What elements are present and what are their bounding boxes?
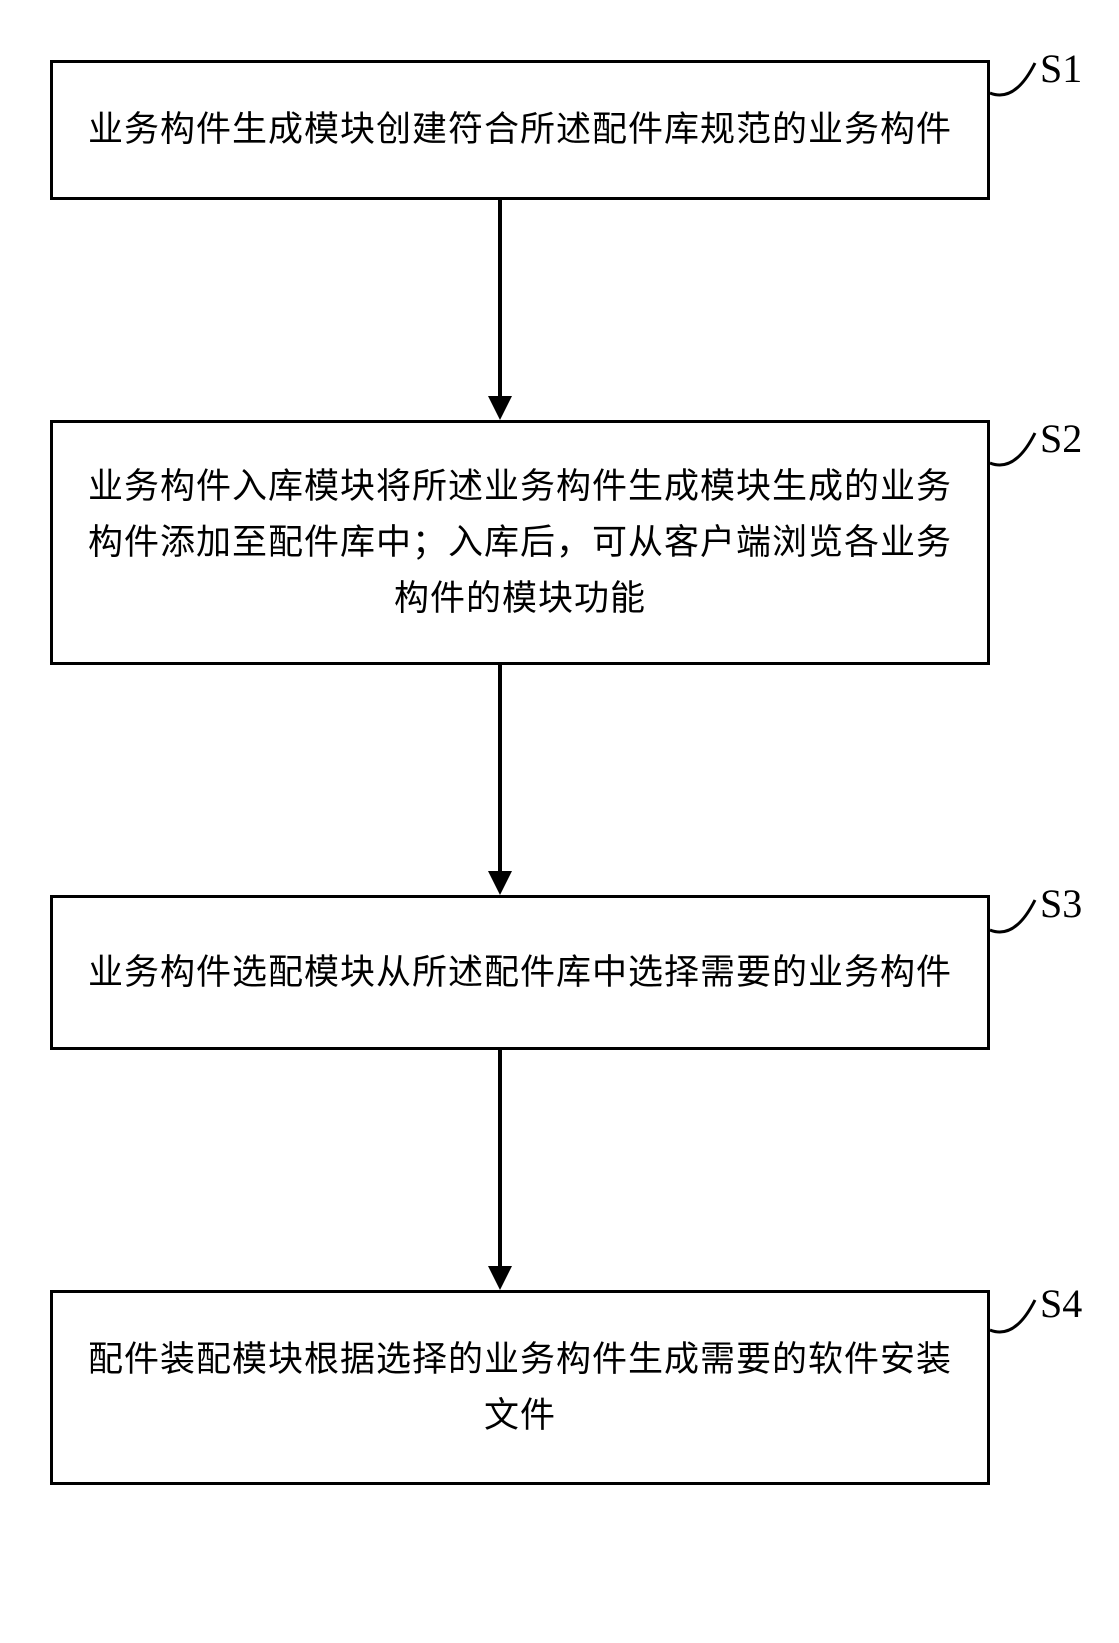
arrow-line [498, 1050, 502, 1266]
box-s2-text: 业务构件入库模块将所述业务构件生成模块生成的业务构件添加至配件库中；入库后，可从… [78, 459, 962, 627]
arrow-head [488, 1266, 512, 1290]
flowchart-box-s2: 业务构件入库模块将所述业务构件生成模块生成的业务构件添加至配件库中；入库后，可从… [50, 420, 990, 665]
label-s1: S1 [1040, 45, 1082, 92]
label-s4: S4 [1040, 1280, 1082, 1327]
flowchart-container: 业务构件生成模块创建符合所述配件库规范的业务构件 S1 业务构件入库模块将所述业… [0, 0, 1119, 1643]
flowchart-box-s3: 业务构件选配模块从所述配件库中选择需要的业务构件 [50, 895, 990, 1050]
connector-s4 [990, 1295, 1045, 1355]
flowchart-box-s4: 配件装配模块根据选择的业务构件生成需要的软件安装文件 [50, 1290, 990, 1485]
label-s3: S3 [1040, 880, 1082, 927]
label-s2: S2 [1040, 415, 1082, 462]
box-s1-text: 业务构件生成模块创建符合所述配件库规范的业务构件 [88, 102, 952, 158]
arrow-line [498, 200, 502, 396]
arrow-head [488, 396, 512, 420]
arrow-line [498, 665, 502, 871]
box-s3-text: 业务构件选配模块从所述配件库中选择需要的业务构件 [88, 945, 952, 1001]
connector-s3 [990, 895, 1045, 955]
arrow-head [488, 871, 512, 895]
flowchart-box-s1: 业务构件生成模块创建符合所述配件库规范的业务构件 [50, 60, 990, 200]
box-s4-text: 配件装配模块根据选择的业务构件生成需要的软件安装文件 [78, 1332, 962, 1444]
connector-s1 [990, 58, 1045, 118]
connector-s2 [990, 428, 1045, 488]
